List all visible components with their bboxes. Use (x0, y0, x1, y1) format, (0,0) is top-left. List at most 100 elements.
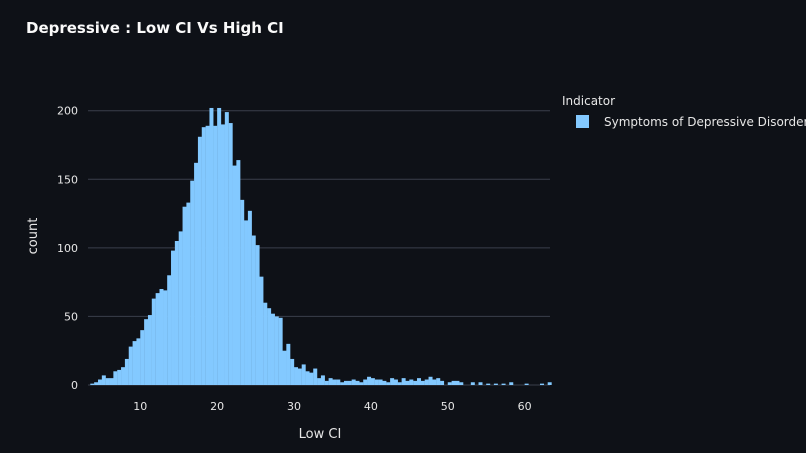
histogram-bar[interactable] (547, 382, 552, 385)
histogram-bar[interactable] (301, 364, 306, 385)
histogram-bar[interactable] (524, 383, 529, 385)
histogram-bar[interactable] (286, 343, 291, 385)
histogram-bar[interactable] (405, 380, 410, 385)
histogram-bar[interactable] (105, 378, 110, 385)
histogram-bar[interactable] (370, 378, 375, 385)
histogram-bar[interactable] (201, 127, 206, 386)
histogram-bar[interactable] (424, 379, 429, 385)
histogram-bar[interactable] (493, 383, 498, 385)
histogram-bar[interactable] (236, 160, 241, 385)
histogram-bar[interactable] (171, 250, 176, 385)
histogram-bar[interactable] (374, 379, 379, 385)
histogram-bar[interactable] (259, 276, 264, 385)
histogram-bar[interactable] (440, 380, 445, 385)
histogram-bar[interactable] (217, 107, 222, 385)
histogram-bar[interactable] (347, 380, 352, 385)
histogram-bar[interactable] (501, 383, 506, 385)
histogram-bar[interactable] (132, 341, 137, 385)
histogram-bar[interactable] (309, 372, 314, 385)
histogram-bar[interactable] (428, 376, 433, 385)
histogram-bar[interactable] (167, 275, 172, 385)
histogram-bar[interactable] (128, 346, 133, 385)
histogram-bar[interactable] (213, 125, 218, 386)
histogram-bar[interactable] (255, 245, 260, 385)
histogram-bar[interactable] (540, 383, 545, 385)
histogram-bar[interactable] (447, 382, 452, 385)
histogram-bar[interactable] (159, 289, 164, 385)
histogram-bar[interactable] (401, 378, 406, 385)
histogram-bar[interactable] (478, 382, 483, 385)
histogram-bar[interactable] (140, 330, 145, 385)
histogram-bar[interactable] (136, 338, 141, 385)
histogram-bar[interactable] (340, 382, 345, 385)
histogram-bar[interactable] (220, 124, 225, 385)
histogram-bar[interactable] (451, 380, 456, 385)
histogram-bar[interactable] (359, 382, 364, 385)
histogram-bar[interactable] (144, 319, 149, 385)
histogram-bar[interactable] (121, 367, 126, 385)
histogram-bar[interactable] (367, 376, 372, 385)
histogram-bar[interactable] (420, 380, 425, 385)
histogram-bar[interactable] (343, 380, 348, 385)
histogram-bar[interactable] (432, 379, 437, 385)
histogram-bar[interactable] (240, 199, 245, 385)
histogram-bar[interactable] (382, 380, 387, 385)
histogram-bar[interactable] (205, 125, 210, 386)
histogram-bar[interactable] (313, 368, 318, 385)
histogram-bar[interactable] (378, 379, 383, 385)
histogram-bar[interactable] (97, 379, 102, 385)
histogram-bar[interactable] (186, 202, 191, 385)
histogram-bar[interactable] (278, 317, 283, 385)
histogram-bar[interactable] (247, 210, 252, 385)
histogram-bar[interactable] (297, 368, 302, 385)
histogram-bar[interactable] (90, 383, 95, 385)
histogram-bar[interactable] (290, 358, 295, 385)
histogram-bar[interactable] (390, 378, 395, 385)
histogram-bar[interactable] (224, 112, 229, 385)
histogram-bar[interactable] (386, 382, 391, 385)
legend-swatch[interactable] (576, 115, 589, 128)
histogram-bar[interactable] (109, 378, 114, 385)
histogram-bar[interactable] (182, 206, 187, 385)
histogram-bar[interactable] (413, 380, 418, 385)
histogram-bar[interactable] (267, 308, 272, 385)
histogram-bar[interactable] (274, 316, 279, 385)
histogram-bar[interactable] (163, 290, 168, 385)
histogram-bar[interactable] (509, 382, 514, 385)
histogram-bar[interactable] (117, 369, 122, 385)
histogram-bar[interactable] (178, 231, 183, 385)
histogram-bar[interactable] (174, 241, 179, 385)
histogram-bar[interactable] (393, 379, 398, 385)
histogram-bar[interactable] (417, 378, 422, 385)
legend-entry[interactable]: Symptoms of Depressive Disorder (604, 115, 806, 129)
histogram-bar[interactable] (190, 180, 195, 385)
histogram-bar[interactable] (455, 380, 460, 385)
histogram-bar[interactable] (194, 162, 199, 385)
histogram-bar[interactable] (232, 165, 237, 385)
histogram-bar[interactable] (209, 107, 214, 385)
histogram-bar[interactable] (244, 220, 249, 385)
histogram-bar[interactable] (363, 379, 368, 385)
histogram-bar[interactable] (147, 315, 152, 385)
histogram-bar[interactable] (270, 313, 275, 385)
histogram-bar[interactable] (113, 371, 118, 385)
histogram-bar[interactable] (470, 382, 475, 385)
histogram-bar[interactable] (332, 379, 337, 385)
histogram-bar[interactable] (155, 293, 160, 385)
histogram-bar[interactable] (459, 382, 464, 385)
histogram-bar[interactable] (324, 380, 329, 385)
histogram-bar[interactable] (263, 302, 268, 385)
histogram-bar[interactable] (305, 371, 310, 385)
histogram-bar[interactable] (328, 378, 333, 385)
histogram-bar[interactable] (124, 358, 129, 385)
histogram-bar[interactable] (317, 378, 322, 385)
histogram-bar[interactable] (409, 379, 414, 385)
histogram-bar[interactable] (101, 375, 106, 385)
histogram-bar[interactable] (228, 123, 233, 386)
histogram-bar[interactable] (355, 380, 360, 385)
histogram-bar[interactable] (397, 382, 402, 385)
legend[interactable]: Indicator Symptoms of Depressive Disorde… (562, 94, 806, 129)
histogram-bar[interactable] (486, 383, 491, 385)
histogram-bar[interactable] (251, 235, 256, 385)
histogram-bar[interactable] (436, 378, 441, 385)
